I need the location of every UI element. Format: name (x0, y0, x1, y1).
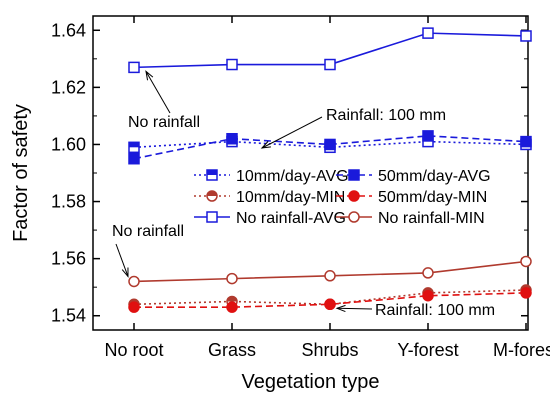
legend: 10mm/day-AVG 50mm/day-AVG 10mm/day-MIN 50mm… (194, 168, 491, 227)
annotation-arrow (115, 243, 129, 277)
data-point-marker-fill (207, 191, 217, 196)
x-tick-label: Y-forest (397, 340, 458, 360)
series-50mm-day-min (128, 287, 532, 313)
annotation-arrowhead (145, 70, 154, 81)
data-point-marker (324, 298, 336, 311)
data-point-marker (226, 272, 238, 285)
data-point-marker (128, 152, 140, 165)
x-tick-label: Grass (208, 340, 256, 360)
data-point-marker (520, 30, 532, 42)
legend-item: 50mm/day-AVG (336, 168, 491, 185)
data-point-marker (348, 169, 360, 181)
legend-item: 50mm/day-MIN (336, 189, 487, 206)
legend-label: 10mm/day-MIN (236, 189, 345, 206)
legend-label: 50mm/day-MIN (378, 189, 487, 206)
legend-item: No rainfall-MIN (336, 210, 485, 227)
x-tick-label: No root (104, 340, 163, 360)
annotation-label: Rainfall: 100 mm (326, 107, 446, 124)
annotation-arrowhead (260, 141, 271, 149)
legend-item: No rainfall-AVG (194, 210, 346, 227)
legend-label: 10mm/day-AVG (236, 168, 349, 185)
annotation-arrow (261, 116, 323, 149)
data-point-marker (206, 211, 218, 223)
annotation-arrowhead (335, 304, 346, 313)
data-point-marker-fill (129, 142, 139, 148)
data-point-marker (520, 255, 532, 268)
data-point-marker (128, 61, 140, 74)
series-no-rainfall-min (128, 255, 532, 288)
annotation-arrow (336, 307, 373, 310)
data-point-marker-fill (227, 296, 237, 302)
x-tick-label: Shrubs (301, 340, 358, 360)
legend-label: No rainfall-MIN (378, 210, 485, 227)
y-tick-label: 1.54 (51, 306, 86, 326)
data-point-marker (226, 58, 238, 71)
y-tick-label: 1.62 (51, 77, 86, 97)
data-point-marker (520, 287, 532, 299)
data-point-marker (128, 301, 140, 313)
data-point-marker (128, 275, 140, 288)
data-point-marker (520, 135, 532, 148)
x-tick-label: M-forest (493, 340, 550, 360)
legend-item: 10mm/day-MIN (194, 189, 345, 206)
legend-item: 10mm/day-AVG (194, 168, 349, 185)
data-point-marker (324, 270, 336, 282)
y-tick-label: 1.64 (51, 20, 86, 40)
data-point-marker (348, 211, 360, 223)
annotation-label: No rainfall (112, 223, 184, 240)
data-point-marker (226, 301, 238, 313)
y-tick-label: 1.56 (51, 249, 86, 269)
data-point-marker (422, 27, 434, 39)
data-point-marker (348, 190, 360, 202)
legend-label: No rainfall-AVG (236, 210, 346, 227)
annotations: No rainfall Rainfall: 100 mm No rainfall Ra… (112, 70, 495, 319)
data-point-marker (226, 132, 238, 145)
annotation-arrowhead (121, 267, 129, 278)
annotation-label: Rainfall: 100 mm (375, 302, 495, 319)
data-point-marker (324, 138, 336, 151)
data-point-marker (422, 130, 434, 142)
data-point-marker (422, 289, 434, 302)
series-no-rainfall-avg (128, 27, 532, 74)
y-axis-title: Factor of safety (10, 104, 32, 242)
data-point-marker-fill (207, 170, 217, 175)
annotation-label: No rainfall (128, 114, 200, 131)
data-point-marker (422, 267, 434, 279)
y-tick-label: 1.58 (51, 192, 86, 212)
x-axis-title: Vegetation type (242, 371, 380, 393)
legend-label: 50mm/day-AVG (378, 168, 491, 185)
series-50mm-day-avg (128, 130, 532, 165)
data-point-marker (324, 58, 336, 71)
annotation-arrow (145, 71, 171, 114)
y-tick-label: 1.60 (51, 134, 86, 154)
